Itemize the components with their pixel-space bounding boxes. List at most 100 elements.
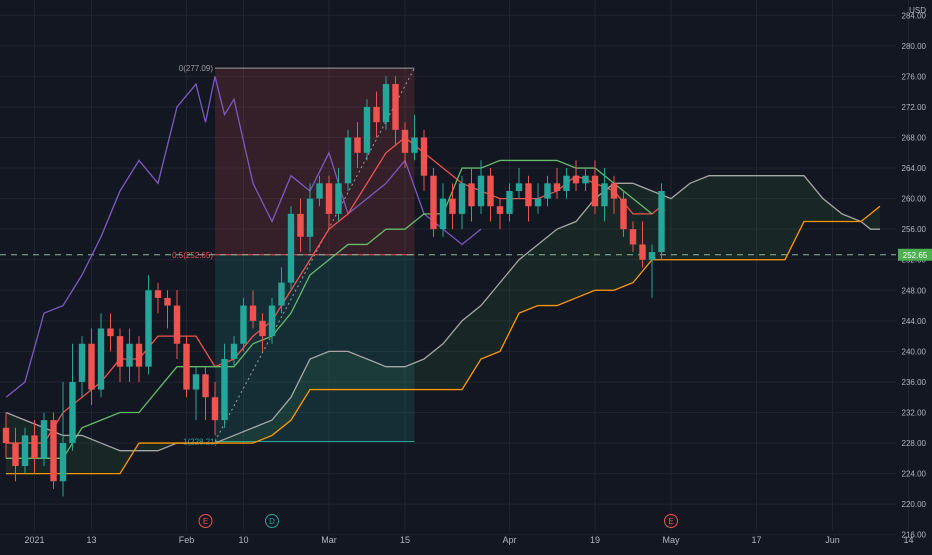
y-tick-label: 284.00 bbox=[902, 11, 927, 20]
candle-body bbox=[278, 282, 285, 306]
fib-level-label: 1(228.21) bbox=[183, 437, 218, 446]
y-tick-label: 216.00 bbox=[902, 531, 927, 540]
candle-body bbox=[629, 229, 637, 245]
candle-body bbox=[164, 297, 171, 306]
candle-body bbox=[506, 190, 513, 214]
y-tick-label: 276.00 bbox=[902, 72, 927, 81]
x-tick-label: Mar bbox=[321, 535, 337, 545]
candle-body bbox=[382, 84, 390, 123]
fib-trend-line bbox=[214, 67, 415, 442]
x-tick-label: 2021 bbox=[24, 535, 44, 545]
candle-body bbox=[211, 397, 219, 421]
event-marker-e bbox=[198, 514, 213, 528]
y-tick-label: 232.00 bbox=[902, 409, 927, 418]
candle-body bbox=[420, 137, 428, 176]
y-tick-label: 260.00 bbox=[902, 195, 927, 204]
candle-body bbox=[268, 305, 276, 337]
x-tick-label: Apr bbox=[502, 535, 516, 545]
y-tick-label: 236.00 bbox=[902, 378, 927, 387]
x-tick-label: 13 bbox=[86, 535, 96, 545]
x-tick-label: 17 bbox=[751, 535, 761, 545]
indicator-leading-span-a bbox=[5, 175, 880, 452]
candle-body bbox=[97, 328, 105, 390]
candle-body bbox=[31, 435, 38, 459]
candle-body bbox=[325, 183, 333, 214]
candle-body bbox=[240, 305, 247, 344]
candle-body bbox=[50, 420, 57, 482]
candle-body bbox=[21, 435, 29, 466]
y-tick-label: 244.00 bbox=[902, 317, 927, 326]
candle-body bbox=[553, 183, 561, 191]
candle-body bbox=[468, 183, 475, 207]
event-marker-label: D bbox=[269, 517, 275, 526]
y-tick-label: 224.00 bbox=[902, 470, 927, 479]
y-tick-label: 248.00 bbox=[902, 286, 927, 295]
candle-body bbox=[287, 213, 295, 283]
fib-level-label: 0(277.09) bbox=[179, 64, 214, 73]
event-marker-label: E bbox=[668, 517, 673, 526]
candle-body bbox=[401, 129, 409, 153]
y-tick-label: 256.00 bbox=[902, 225, 927, 234]
candle-body bbox=[601, 183, 608, 207]
candle-body bbox=[183, 343, 190, 390]
candle-body bbox=[591, 175, 599, 207]
candle-body bbox=[363, 106, 371, 153]
candle-body bbox=[496, 206, 504, 214]
x-tick-label: May bbox=[662, 535, 680, 545]
price-marker-label: 252.65 bbox=[903, 251, 928, 260]
candle-body bbox=[534, 198, 542, 207]
candle-body bbox=[126, 343, 133, 367]
candle-body bbox=[145, 290, 152, 367]
candle-body bbox=[411, 137, 418, 153]
candle-body bbox=[515, 183, 523, 191]
candle-body bbox=[40, 420, 48, 459]
candle-body bbox=[221, 359, 228, 421]
candle-body bbox=[354, 137, 361, 153]
candle-body bbox=[373, 106, 380, 123]
price-marker-box bbox=[898, 248, 932, 261]
y-tick-label: 272.00 bbox=[902, 103, 927, 112]
x-tick-label: 14 bbox=[903, 535, 913, 545]
candle-body bbox=[316, 183, 323, 199]
x-tick-label: 10 bbox=[238, 535, 248, 545]
y-tick-label: 268.00 bbox=[902, 134, 927, 143]
candle-body bbox=[582, 175, 589, 184]
candle-body bbox=[249, 305, 257, 321]
candle-body bbox=[88, 343, 95, 390]
candle-body bbox=[202, 374, 209, 398]
y-tick-label: 220.00 bbox=[902, 500, 927, 509]
candle-body bbox=[135, 343, 143, 367]
candle-body bbox=[487, 175, 494, 207]
y-tick-label: 228.00 bbox=[902, 439, 927, 448]
candle-body bbox=[639, 244, 646, 260]
candle-body bbox=[306, 198, 314, 237]
candle-body bbox=[192, 374, 200, 390]
candle-body bbox=[449, 198, 456, 214]
indicator-lagging-span bbox=[5, 76, 482, 398]
candle-body bbox=[544, 183, 551, 199]
candle-body bbox=[335, 183, 342, 214]
candle-body bbox=[59, 443, 67, 482]
event-marker-d bbox=[265, 514, 279, 528]
candle-body bbox=[563, 175, 570, 191]
event-marker-label: E bbox=[203, 517, 208, 526]
candle-body bbox=[430, 175, 437, 230]
x-tick-label: Feb bbox=[179, 535, 195, 545]
candle-body bbox=[2, 427, 10, 444]
event-marker-e bbox=[664, 514, 678, 528]
candle-body bbox=[116, 336, 124, 367]
candle-body bbox=[107, 328, 114, 337]
candle-body bbox=[658, 190, 665, 253]
fib-zone-lower bbox=[215, 254, 415, 442]
fib-level-label: 0.5(252.65) bbox=[172, 251, 213, 260]
candle-body bbox=[78, 343, 86, 382]
indicator-base-line bbox=[6, 159, 653, 459]
candle-body bbox=[610, 183, 618, 199]
candle-body bbox=[259, 320, 266, 337]
candle-body bbox=[572, 175, 580, 184]
candle-body bbox=[69, 381, 76, 444]
candle-body bbox=[344, 137, 352, 184]
y-tick-label: 264.00 bbox=[902, 164, 927, 173]
